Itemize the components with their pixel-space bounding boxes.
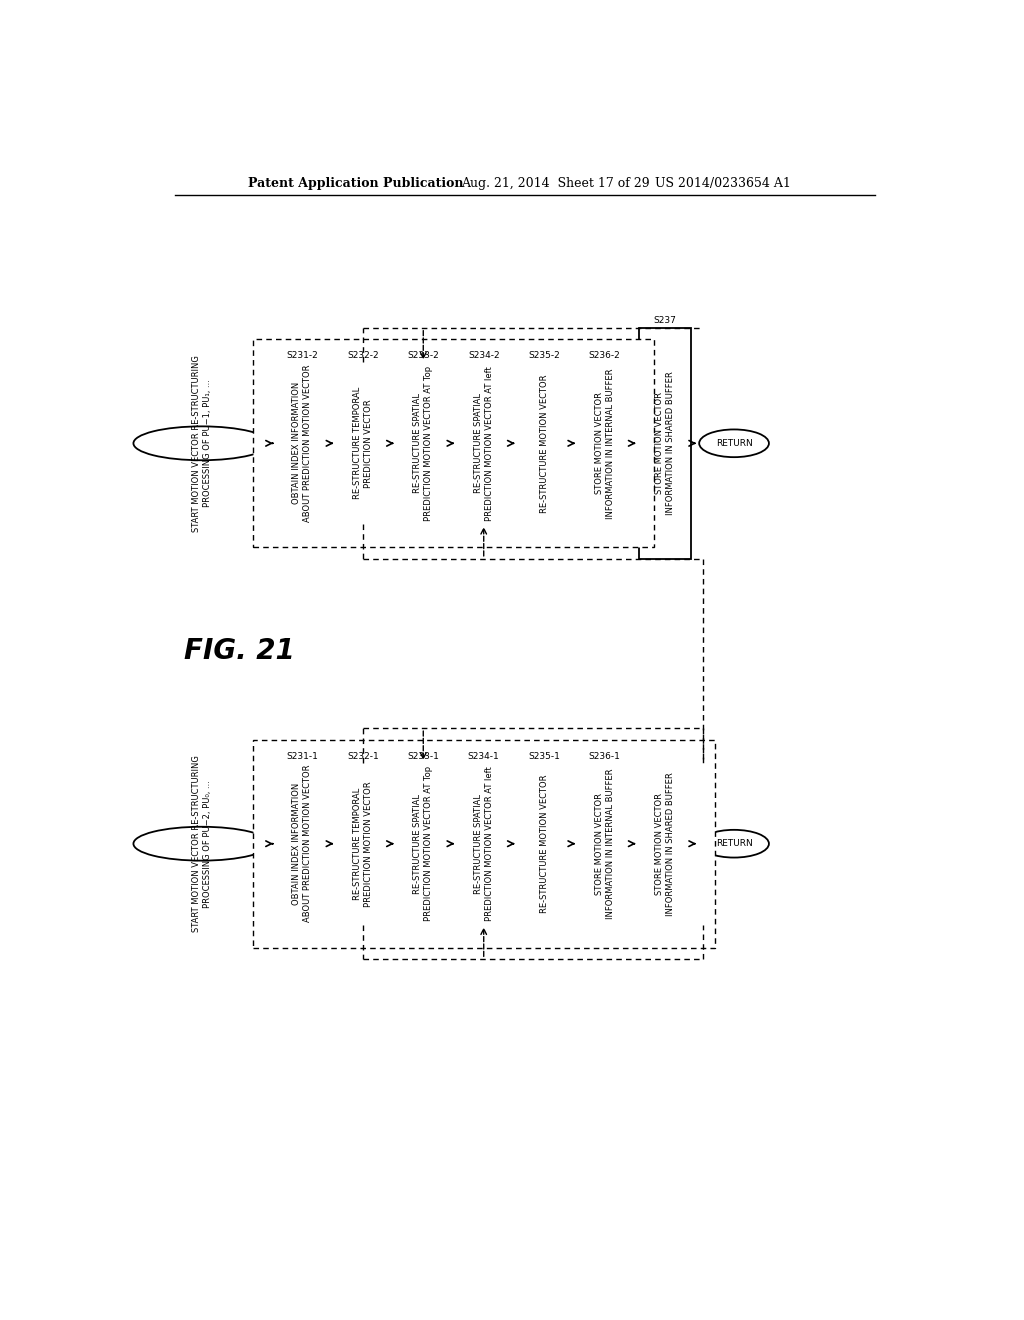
Text: S232-2: S232-2 — [347, 351, 379, 360]
Ellipse shape — [133, 826, 270, 861]
Text: RE-STRUCTURE MOTION VECTOR: RE-STRUCTURE MOTION VECTOR — [540, 775, 549, 913]
Text: STORE MOTION VECTOR
INFORMATION IN SHARED BUFFER: STORE MOTION VECTOR INFORMATION IN SHARE… — [655, 772, 675, 916]
FancyBboxPatch shape — [253, 739, 715, 948]
Text: RETURN: RETURN — [716, 840, 753, 849]
Text: RE-STRUCTURE SPATIAL
PREDICTION MOTION VECTOR AT left: RE-STRUCTURE SPATIAL PREDICTION MOTION V… — [474, 366, 494, 520]
Text: STORE MOTION VECTOR
INFORMATION IN INTERNAL BUFFER: STORE MOTION VECTOR INFORMATION IN INTER… — [595, 768, 614, 919]
Text: S235-1: S235-1 — [528, 751, 560, 760]
Text: RE-STRUCTURE MOTION VECTOR: RE-STRUCTURE MOTION VECTOR — [540, 374, 549, 512]
Text: FIG. 21: FIG. 21 — [183, 638, 295, 665]
Text: START MOTION VECTOR RE-STRUCTURING
PROCESSING OF PU−2, PU₀, ...: START MOTION VECTOR RE-STRUCTURING PROCE… — [191, 755, 212, 932]
FancyBboxPatch shape — [639, 763, 691, 924]
Text: US 2014/0233654 A1: US 2014/0233654 A1 — [655, 177, 791, 190]
FancyBboxPatch shape — [337, 363, 389, 524]
Text: S234-1: S234-1 — [468, 751, 500, 760]
FancyBboxPatch shape — [276, 363, 329, 524]
Text: S233-2: S233-2 — [408, 351, 439, 360]
FancyBboxPatch shape — [579, 763, 631, 924]
Text: S231-1: S231-1 — [287, 751, 318, 760]
Text: RE-STRUCTURE SPATIAL
PREDICTION MOTION VECTOR AT Top: RE-STRUCTURE SPATIAL PREDICTION MOTION V… — [414, 366, 433, 521]
Text: RE-STRUCTURE TEMPORAL
PREDICTION MOTION VECTOR: RE-STRUCTURE TEMPORAL PREDICTION MOTION … — [353, 781, 373, 907]
FancyBboxPatch shape — [518, 363, 570, 524]
Ellipse shape — [699, 429, 769, 457]
Text: RE-STRUCTURE SPATIAL
PREDICTION MOTION VECTOR AT left: RE-STRUCTURE SPATIAL PREDICTION MOTION V… — [474, 767, 494, 921]
Text: S236-1: S236-1 — [589, 751, 621, 760]
Text: RETURN: RETURN — [716, 438, 753, 447]
Text: START MOTION VECTOR RE-STRUCTURING
PROCESSING OF PU−1, PU₁, ...: START MOTION VECTOR RE-STRUCTURING PROCE… — [191, 355, 212, 532]
Text: S232-1: S232-1 — [347, 751, 379, 760]
FancyBboxPatch shape — [579, 363, 631, 524]
Text: Patent Application Publication: Patent Application Publication — [248, 177, 464, 190]
Text: S233-1: S233-1 — [408, 751, 439, 760]
Text: RE-STRUCTURE SPATIAL
PREDICTION MOTION VECTOR AT Top: RE-STRUCTURE SPATIAL PREDICTION MOTION V… — [414, 766, 433, 921]
Text: S236-2: S236-2 — [589, 351, 621, 360]
Ellipse shape — [699, 830, 769, 858]
Text: RE-STRUCTURE TEMPORAL
PREDICTION VECTOR: RE-STRUCTURE TEMPORAL PREDICTION VECTOR — [353, 387, 373, 499]
FancyBboxPatch shape — [397, 763, 450, 924]
Text: S231-2: S231-2 — [287, 351, 318, 360]
FancyBboxPatch shape — [397, 363, 450, 524]
Text: S235-2: S235-2 — [528, 351, 560, 360]
FancyBboxPatch shape — [337, 763, 389, 924]
Text: STORE MOTION VECTOR
INFORMATION IN SHARED BUFFER: STORE MOTION VECTOR INFORMATION IN SHARE… — [655, 371, 675, 515]
FancyBboxPatch shape — [518, 763, 570, 924]
FancyBboxPatch shape — [458, 363, 510, 524]
FancyBboxPatch shape — [276, 763, 329, 924]
Ellipse shape — [133, 426, 270, 461]
FancyBboxPatch shape — [458, 763, 510, 924]
Text: STORE MOTION VECTOR
INFORMATION IN INTERNAL BUFFER: STORE MOTION VECTOR INFORMATION IN INTER… — [595, 368, 614, 519]
Text: Aug. 21, 2014  Sheet 17 of 29: Aug. 21, 2014 Sheet 17 of 29 — [461, 177, 650, 190]
Text: OBTAIN INDEX INFORMATION
ABOUT PREDICTION MOTION VECTOR: OBTAIN INDEX INFORMATION ABOUT PREDICTIO… — [292, 364, 312, 521]
Text: OBTAIN INDEX INFORMATION
ABOUT PREDICTION MOTION VECTOR: OBTAIN INDEX INFORMATION ABOUT PREDICTIO… — [292, 766, 312, 923]
Text: S234-2: S234-2 — [468, 351, 500, 360]
FancyBboxPatch shape — [253, 339, 654, 548]
Text: S237: S237 — [653, 317, 677, 326]
FancyBboxPatch shape — [639, 327, 691, 558]
